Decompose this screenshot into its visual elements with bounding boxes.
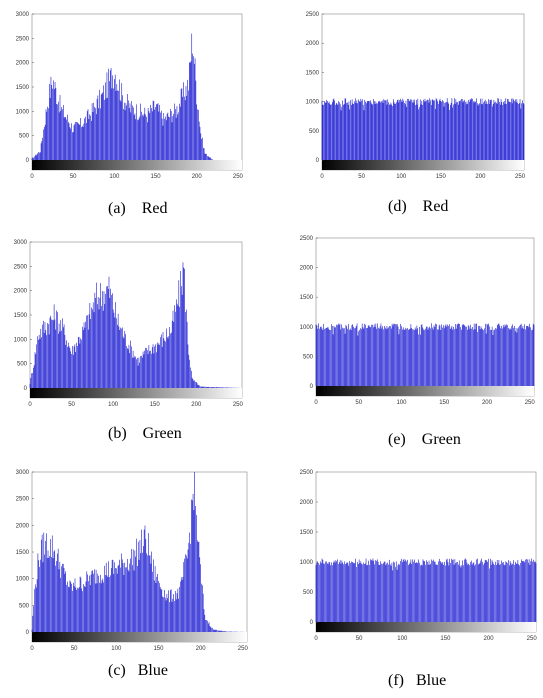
intensity-colorbar [30, 388, 242, 398]
y-tick-label: 0 [310, 384, 314, 390]
histogram-bars [29, 262, 242, 388]
y-tick-label: 2000 [300, 266, 314, 272]
caption-e: (e) Green [388, 431, 461, 448]
y-tick-label: 2000 [16, 61, 30, 67]
x-tick-label: 200 [191, 402, 202, 408]
x-tick-label: 200 [484, 636, 495, 642]
histogram-bars [321, 98, 525, 160]
y-tick-label: 0 [26, 630, 30, 636]
x-tick-label: 0 [30, 174, 34, 180]
y-tick-label: 1500 [300, 295, 314, 301]
caption-a: (a) Red [108, 200, 168, 217]
x-tick-label: 250 [233, 402, 244, 408]
x-tick-label: 250 [525, 400, 536, 406]
x-tick-label: 250 [527, 636, 538, 642]
intensity-colorbar [316, 622, 536, 632]
x-tick-label: 150 [150, 402, 161, 408]
x-tick-label: 250 [233, 174, 244, 180]
y-tick-label: 1500 [300, 530, 314, 536]
x-tick-label: 150 [151, 174, 162, 180]
x-tick-label: 50 [356, 636, 363, 642]
histogram-bars [31, 472, 247, 632]
intensity-colorbar [32, 632, 247, 642]
y-tick-label: 0 [310, 620, 314, 626]
x-tick-label: 150 [439, 400, 450, 406]
y-tick-label: 500 [17, 362, 28, 368]
y-tick-label: 500 [309, 129, 320, 135]
y-tick-label: 1000 [306, 100, 320, 106]
x-tick-label: 50 [71, 646, 78, 652]
x-tick-label: 150 [440, 636, 451, 642]
y-tick-label: 1000 [16, 577, 30, 583]
x-tick-label: 200 [482, 400, 493, 406]
intensity-colorbar [316, 386, 534, 396]
caption-f: (f) Blue [388, 672, 447, 689]
histogram-chart-f: 0 500 1000 1500 2000 2500 0 50 100 150 200 250 [300, 470, 538, 642]
caption-d: (d) Red [388, 198, 449, 215]
y-tick-label: 500 [19, 603, 30, 609]
intensity-colorbar [322, 160, 524, 170]
x-tick-label: 50 [68, 402, 75, 408]
y-tick-label: 2500 [14, 264, 28, 270]
x-tick-label: 50 [358, 174, 365, 180]
y-tick-label: 1000 [14, 337, 28, 343]
x-tick-label: 50 [355, 400, 362, 406]
x-tick-label: 100 [108, 402, 119, 408]
x-tick-label: 200 [475, 174, 486, 180]
x-tick-label: 250 [238, 646, 249, 652]
y-tick-label: 500 [303, 590, 314, 596]
y-tick-label: 500 [303, 354, 314, 360]
y-tick-label: 1500 [306, 70, 320, 76]
intensity-colorbar [32, 160, 242, 170]
y-tick-label: 2500 [300, 236, 314, 242]
y-tick-label: 500 [19, 134, 30, 140]
histogram-chart-b: 0 500 1000 1500 2000 2500 3000 0 50 100 150 200 250 [14, 240, 244, 408]
y-tick-label: 0 [26, 158, 30, 164]
y-tick-label: 2000 [306, 41, 320, 47]
y-tick-label: 2500 [300, 470, 314, 476]
x-tick-label: 250 [515, 174, 526, 180]
x-tick-label: 100 [396, 400, 407, 406]
histogram-chart-a: 0 500 1000 1500 2000 2500 3000 0 50 100 150 200 250 [16, 12, 244, 180]
y-tick-label: 2000 [16, 523, 30, 529]
y-tick-label: 3000 [16, 12, 30, 18]
x-tick-label: 0 [314, 400, 318, 406]
caption-c: (c) Blue [108, 662, 168, 679]
y-tick-label: 1500 [16, 550, 30, 556]
histogram-chart-d: 0 500 1000 1500 2000 2500 0 50 100 150 200 250 [306, 12, 526, 180]
y-tick-label: 2500 [16, 36, 30, 42]
y-tick-label: 3000 [14, 240, 28, 246]
x-tick-label: 200 [192, 174, 203, 180]
y-tick-label: 1000 [300, 560, 314, 566]
y-tick-label: 0 [316, 158, 320, 164]
histogram-bars [315, 323, 535, 386]
x-tick-label: 100 [397, 636, 408, 642]
y-tick-label: 2000 [14, 289, 28, 295]
x-tick-label: 150 [153, 646, 164, 652]
y-tick-label: 2500 [16, 497, 30, 503]
x-tick-label: 0 [320, 174, 324, 180]
histogram-chart-c: 0 500 1000 1500 2000 2500 3000 0 50 100 150 200 250 [16, 470, 249, 652]
histogram-bars [31, 33, 213, 160]
y-tick-label: 3000 [16, 470, 30, 476]
x-tick-label: 50 [70, 174, 77, 180]
x-tick-label: 100 [396, 174, 407, 180]
x-tick-label: 200 [196, 646, 207, 652]
histogram-bars [315, 558, 537, 622]
y-tick-label: 1500 [14, 313, 28, 319]
x-tick-label: 150 [436, 174, 447, 180]
x-tick-label: 0 [30, 646, 34, 652]
y-tick-label: 1500 [16, 85, 30, 91]
histogram-chart-e: 0 500 1000 1500 2000 2500 0 50 100 150 200 250 [300, 236, 536, 406]
y-tick-label: 2500 [306, 12, 320, 18]
x-tick-label: 0 [314, 636, 318, 642]
x-tick-label: 0 [28, 402, 32, 408]
x-tick-label: 100 [111, 646, 122, 652]
y-tick-label: 1000 [300, 325, 314, 331]
y-tick-label: 1000 [16, 109, 30, 115]
y-tick-label: 0 [24, 386, 28, 392]
x-tick-label: 100 [109, 174, 120, 180]
caption-b: (b) Green [108, 425, 182, 442]
y-tick-label: 2000 [300, 500, 314, 506]
